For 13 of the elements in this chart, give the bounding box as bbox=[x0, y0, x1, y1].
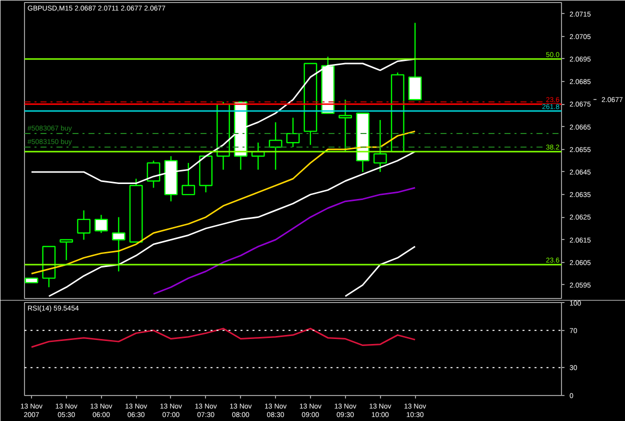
candlestick bbox=[338, 99, 352, 152]
candlestick bbox=[268, 122, 282, 170]
candlestick bbox=[112, 216, 126, 272]
line-series bbox=[344, 246, 416, 297]
candlestick bbox=[286, 117, 300, 148]
candlestick bbox=[94, 214, 108, 234]
candlestick bbox=[60, 239, 74, 261]
candlestick bbox=[182, 162, 196, 196]
line-series bbox=[152, 187, 416, 295]
candlestick bbox=[77, 210, 90, 240]
line-series bbox=[48, 150, 416, 297]
candlestick bbox=[373, 119, 387, 173]
line-series bbox=[30, 328, 416, 348]
